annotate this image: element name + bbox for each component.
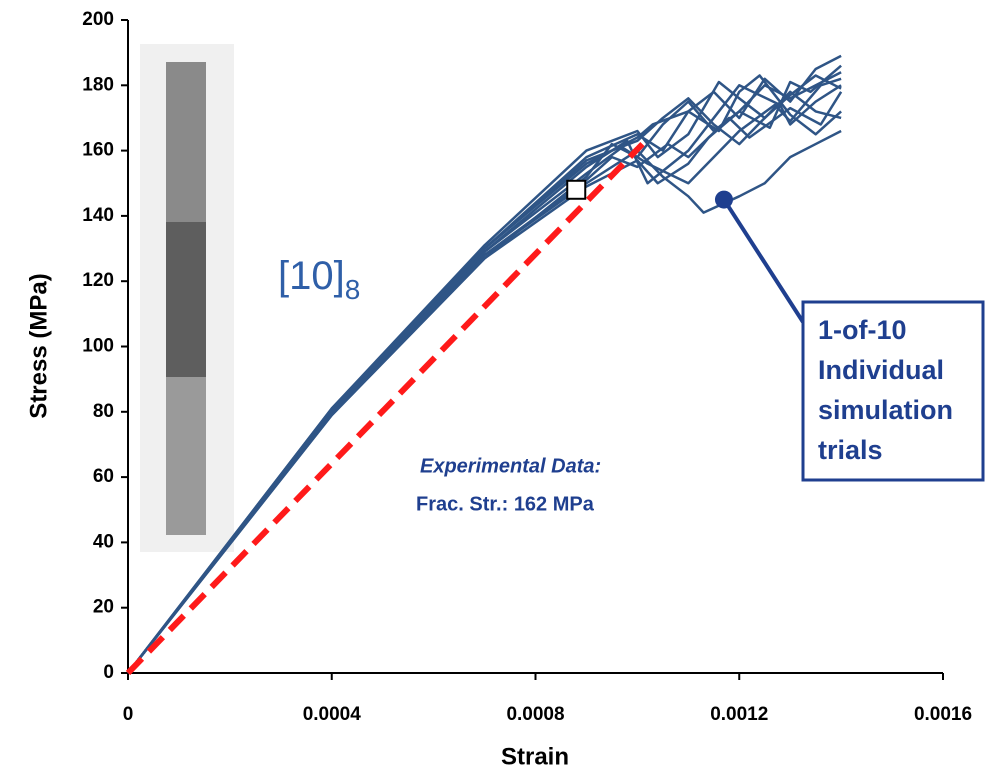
- yield-marker: [566, 179, 587, 200]
- fracture-note: Frac. Str.: 162 MPa: [416, 493, 595, 515]
- y-tick-label: 120: [82, 270, 114, 291]
- y-axis-label: Stress (MPa): [25, 273, 52, 418]
- specimen-photo: [140, 44, 234, 552]
- layup-text: [10]: [278, 254, 345, 298]
- trial-line: [127, 74, 842, 674]
- y-tick-label: 180: [82, 74, 114, 95]
- layup-label: [10]8: [278, 254, 360, 306]
- layup-subscript: 8: [345, 274, 361, 305]
- callout-text: 1-of-10: [818, 315, 907, 345]
- y-tick-label: 40: [93, 531, 114, 552]
- x-tick-label: 0.0008: [506, 704, 564, 725]
- y-tick-label: 80: [93, 401, 114, 422]
- experimental-note: Experimental Data:: [420, 455, 601, 477]
- y-tick-label: 100: [82, 336, 114, 357]
- callout-box: [801, 300, 985, 482]
- x-tick-label: 0.0004: [303, 704, 362, 725]
- callout-text: trials: [818, 435, 883, 465]
- trial-line: [127, 80, 842, 674]
- experimental-line: [125, 141, 645, 676]
- x-tick-label: 0.0016: [914, 704, 972, 725]
- x-tick-label: 0.0012: [710, 704, 768, 725]
- y-tick-label: 140: [82, 205, 114, 226]
- trial-line: [127, 71, 842, 674]
- trial-line: [127, 74, 842, 674]
- y-tick-label: 160: [82, 140, 114, 161]
- y-tick-label: 20: [93, 597, 114, 618]
- trial-line: [127, 84, 842, 674]
- x-tick-label: 0: [123, 704, 134, 725]
- callout-leader: [722, 198, 805, 324]
- y-tick-label: 60: [93, 466, 114, 487]
- trial-line: [127, 91, 843, 674]
- trial-line: [127, 77, 842, 674]
- callout-text: Individual: [818, 355, 944, 385]
- callout-text: simulation: [818, 395, 953, 425]
- callout-dot: [714, 190, 733, 209]
- y-tick-label: 200: [82, 9, 114, 30]
- y-tick-label: 0: [103, 662, 114, 683]
- x-axis-label: Strain: [501, 743, 569, 770]
- trial-line: [127, 54, 842, 674]
- trial-line: [127, 64, 842, 674]
